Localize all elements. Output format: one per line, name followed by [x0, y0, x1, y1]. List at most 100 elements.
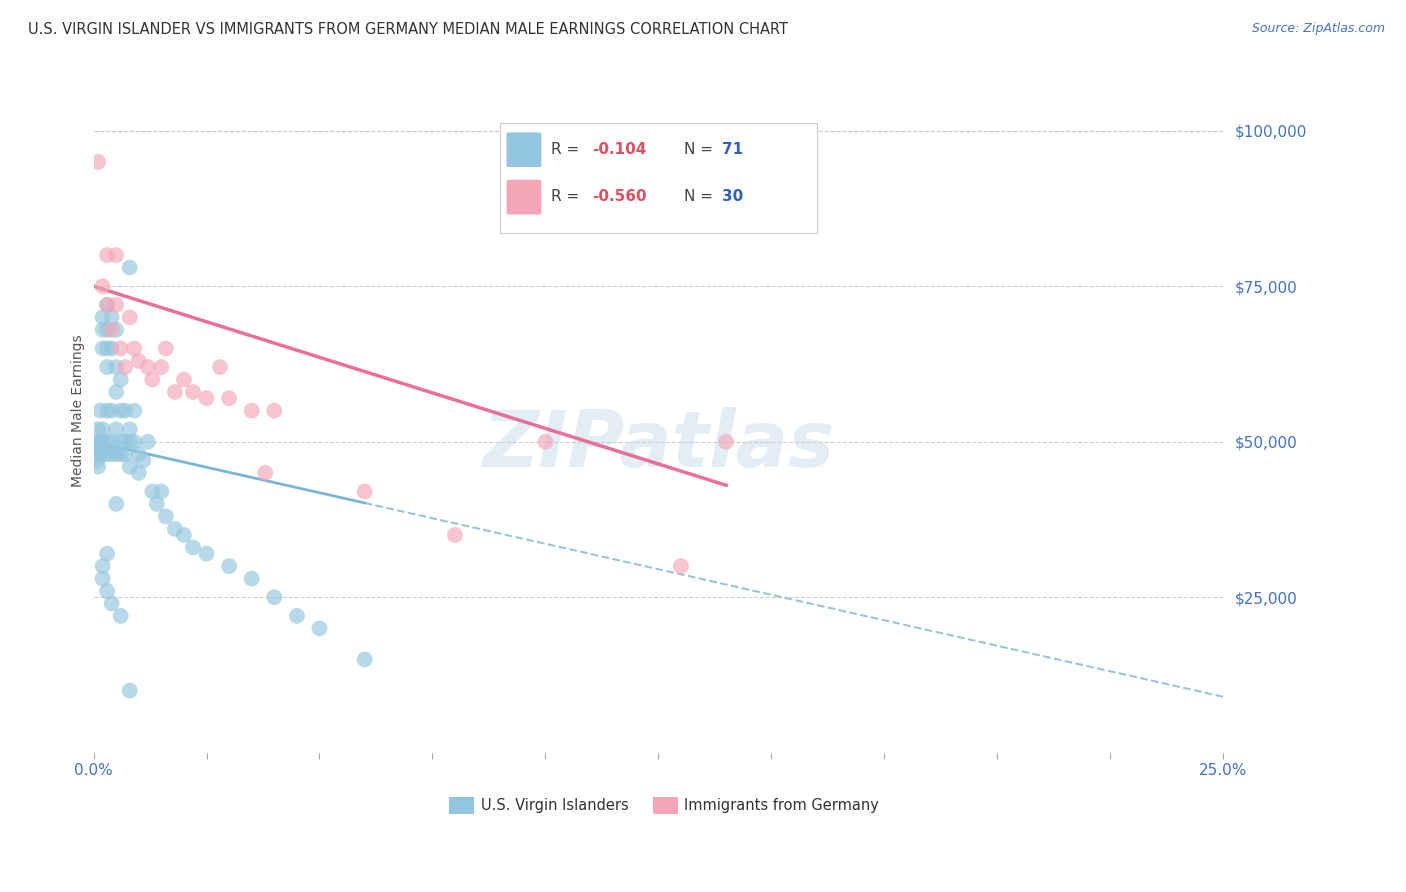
Point [195, 547, 218, 561]
Point [96, 342, 118, 356]
Point [240, 403, 263, 417]
Point [91, 342, 114, 356]
Point [444, 528, 467, 542]
Point [96, 360, 118, 375]
Point [87, 459, 110, 474]
Bar [652, 797, 678, 814]
Point [87, 434, 110, 449]
Point [89, 403, 111, 417]
Point [534, 434, 557, 449]
Point [163, 522, 186, 536]
Point [118, 260, 141, 275]
Point [91, 310, 114, 325]
Point [110, 608, 132, 623]
Point [181, 541, 204, 555]
Point [150, 360, 173, 375]
Point [96, 447, 118, 461]
Point [110, 372, 132, 386]
Point [89, 447, 111, 461]
Point [96, 248, 118, 262]
Point [669, 559, 692, 574]
Point [105, 422, 128, 436]
Point [96, 434, 118, 449]
Text: U.S. Virgin Islanders: U.S. Virgin Islanders [481, 798, 628, 813]
Point [263, 403, 285, 417]
Y-axis label: Median Male Earnings: Median Male Earnings [72, 334, 86, 487]
Point [118, 459, 141, 474]
Point [91, 323, 114, 337]
Point [132, 453, 155, 467]
Point [118, 310, 141, 325]
Point [122, 342, 145, 356]
Point [114, 447, 136, 461]
Point [218, 391, 240, 405]
Point [308, 621, 330, 635]
Point [118, 434, 141, 449]
Point [91, 559, 114, 574]
Bar [450, 797, 474, 814]
Point [141, 372, 163, 386]
Point [89, 434, 111, 449]
Point [128, 466, 150, 480]
Point [105, 497, 128, 511]
Point [173, 528, 195, 542]
Point [155, 342, 177, 356]
Point [122, 434, 145, 449]
Point [114, 434, 136, 449]
Point [218, 559, 240, 574]
Point [141, 484, 163, 499]
Point [91, 422, 114, 436]
Point [118, 683, 141, 698]
Point [105, 447, 128, 461]
Point [110, 342, 132, 356]
Point [150, 484, 173, 499]
Point [100, 597, 122, 611]
Text: Immigrants from Germany: Immigrants from Germany [685, 798, 879, 813]
Point [195, 391, 218, 405]
Text: U.S. VIRGIN ISLANDER VS IMMIGRANTS FROM GERMANY MEDIAN MALE EARNINGS CORRELATION: U.S. VIRGIN ISLANDER VS IMMIGRANTS FROM … [28, 22, 789, 37]
Point [110, 403, 132, 417]
Point [114, 360, 136, 375]
Point [91, 447, 114, 461]
Point [96, 403, 118, 417]
Text: Source: ZipAtlas.com: Source: ZipAtlas.com [1251, 22, 1385, 36]
Point [114, 403, 136, 417]
Point [122, 403, 145, 417]
Point [96, 298, 118, 312]
Point [100, 323, 122, 337]
Point [163, 384, 186, 399]
Point [136, 434, 159, 449]
Point [87, 154, 110, 169]
Point [263, 591, 285, 605]
Point [209, 360, 232, 375]
Point [155, 509, 177, 524]
Point [105, 323, 128, 337]
Point [128, 354, 150, 368]
Point [100, 310, 122, 325]
Point [240, 572, 263, 586]
Point [91, 434, 114, 449]
Point [110, 447, 132, 461]
Text: ZIPatlas: ZIPatlas [482, 407, 835, 483]
Point [105, 298, 128, 312]
Point [128, 447, 150, 461]
Point [285, 608, 308, 623]
Point [118, 422, 141, 436]
Point [105, 248, 128, 262]
Point [91, 279, 114, 293]
Point [87, 422, 110, 436]
Point [254, 466, 277, 480]
Point [86, 453, 108, 467]
Point [96, 323, 118, 337]
Point [105, 360, 128, 375]
Point [96, 584, 118, 599]
Point [100, 342, 122, 356]
Point [84, 441, 107, 455]
Point [100, 434, 122, 449]
Point [173, 372, 195, 386]
Point [91, 572, 114, 586]
Point [181, 384, 204, 399]
Point [353, 652, 375, 666]
Point [100, 403, 122, 417]
Point [146, 497, 169, 511]
